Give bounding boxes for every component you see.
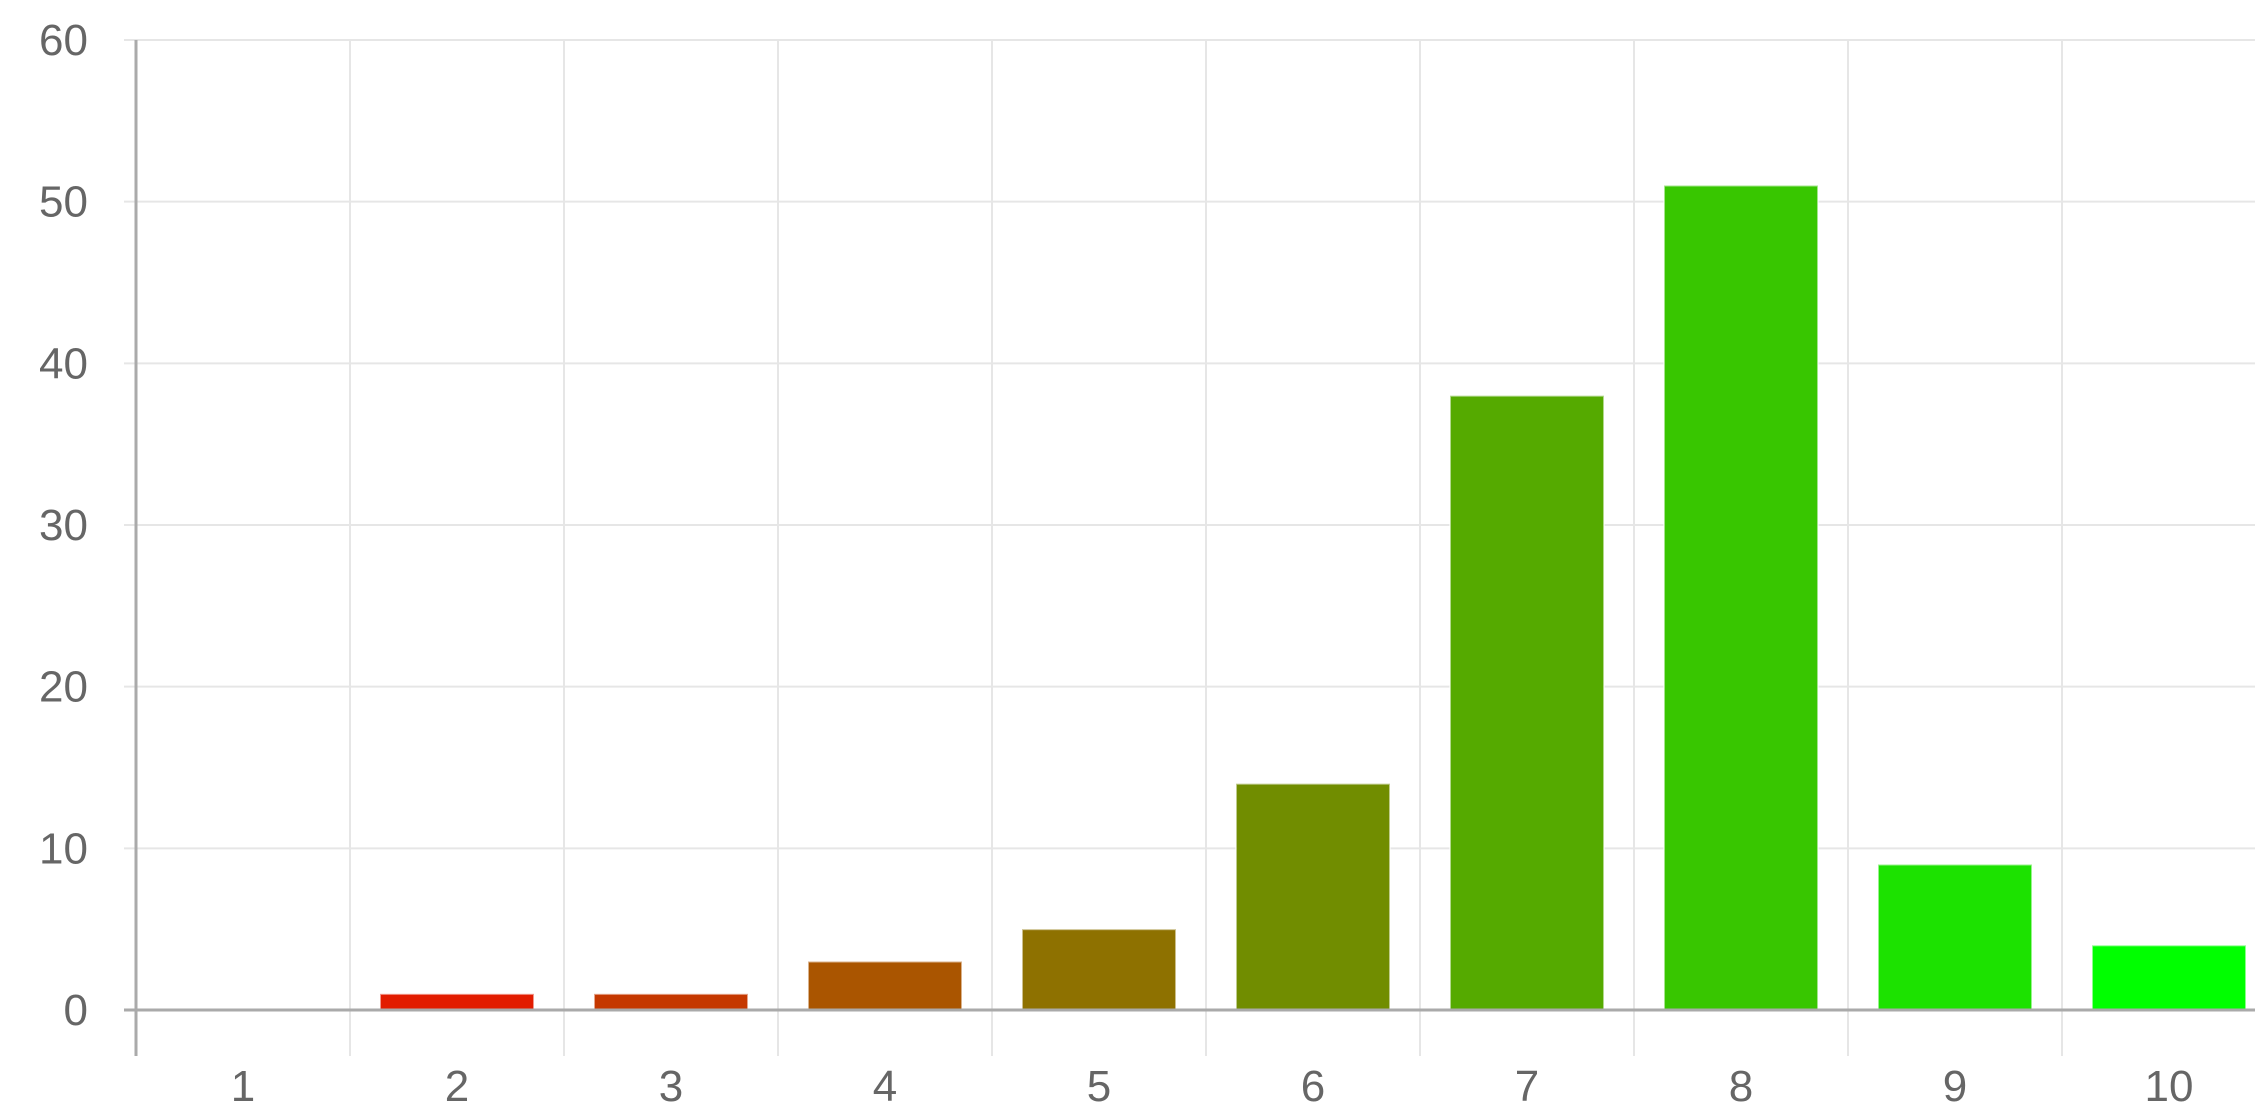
horizontal-gridlines	[124, 39, 2255, 1011]
bar-4	[807, 960, 963, 1011]
y-tick-label: 20	[39, 663, 88, 712]
bar-6	[1235, 782, 1391, 1012]
y-tick-labels: 0 10 20 30 40 50 60	[39, 16, 88, 1035]
bar-7	[1449, 394, 1605, 1011]
y-tick-label: 10	[39, 824, 88, 873]
bar-5	[1021, 928, 1177, 1012]
x-tick-labels: 1 2 3 4 5 6 7 8 9 10	[231, 1062, 2194, 1111]
x-tick-label: 5	[1087, 1062, 1111, 1111]
y-tick-label: 30	[39, 501, 88, 550]
x-tick-label: 9	[1943, 1062, 1967, 1111]
x-tick-label: 6	[1301, 1062, 1325, 1111]
x-tick-label: 1	[231, 1062, 255, 1111]
bar-3	[593, 992, 749, 1011]
x-tick-label: 10	[2145, 1062, 2194, 1111]
x-tick-label: 3	[659, 1062, 683, 1111]
y-tick-label: 0	[64, 986, 88, 1035]
vertical-gridlines	[349, 40, 2063, 1056]
bar-9	[1877, 863, 2033, 1011]
bar-8	[1663, 184, 1819, 1011]
x-tick-label: 8	[1729, 1062, 1753, 1111]
y-tick-label: 40	[39, 339, 88, 388]
bar-2	[379, 992, 535, 1011]
axes	[124, 40, 2255, 1056]
y-tick-label: 60	[39, 16, 88, 65]
x-tick-label: 7	[1515, 1062, 1539, 1111]
y-tick-label: 50	[39, 178, 88, 227]
bars	[379, 184, 2247, 1012]
x-tick-label: 4	[873, 1062, 897, 1111]
x-tick-label: 2	[445, 1062, 469, 1111]
bar-10	[2091, 944, 2247, 1011]
